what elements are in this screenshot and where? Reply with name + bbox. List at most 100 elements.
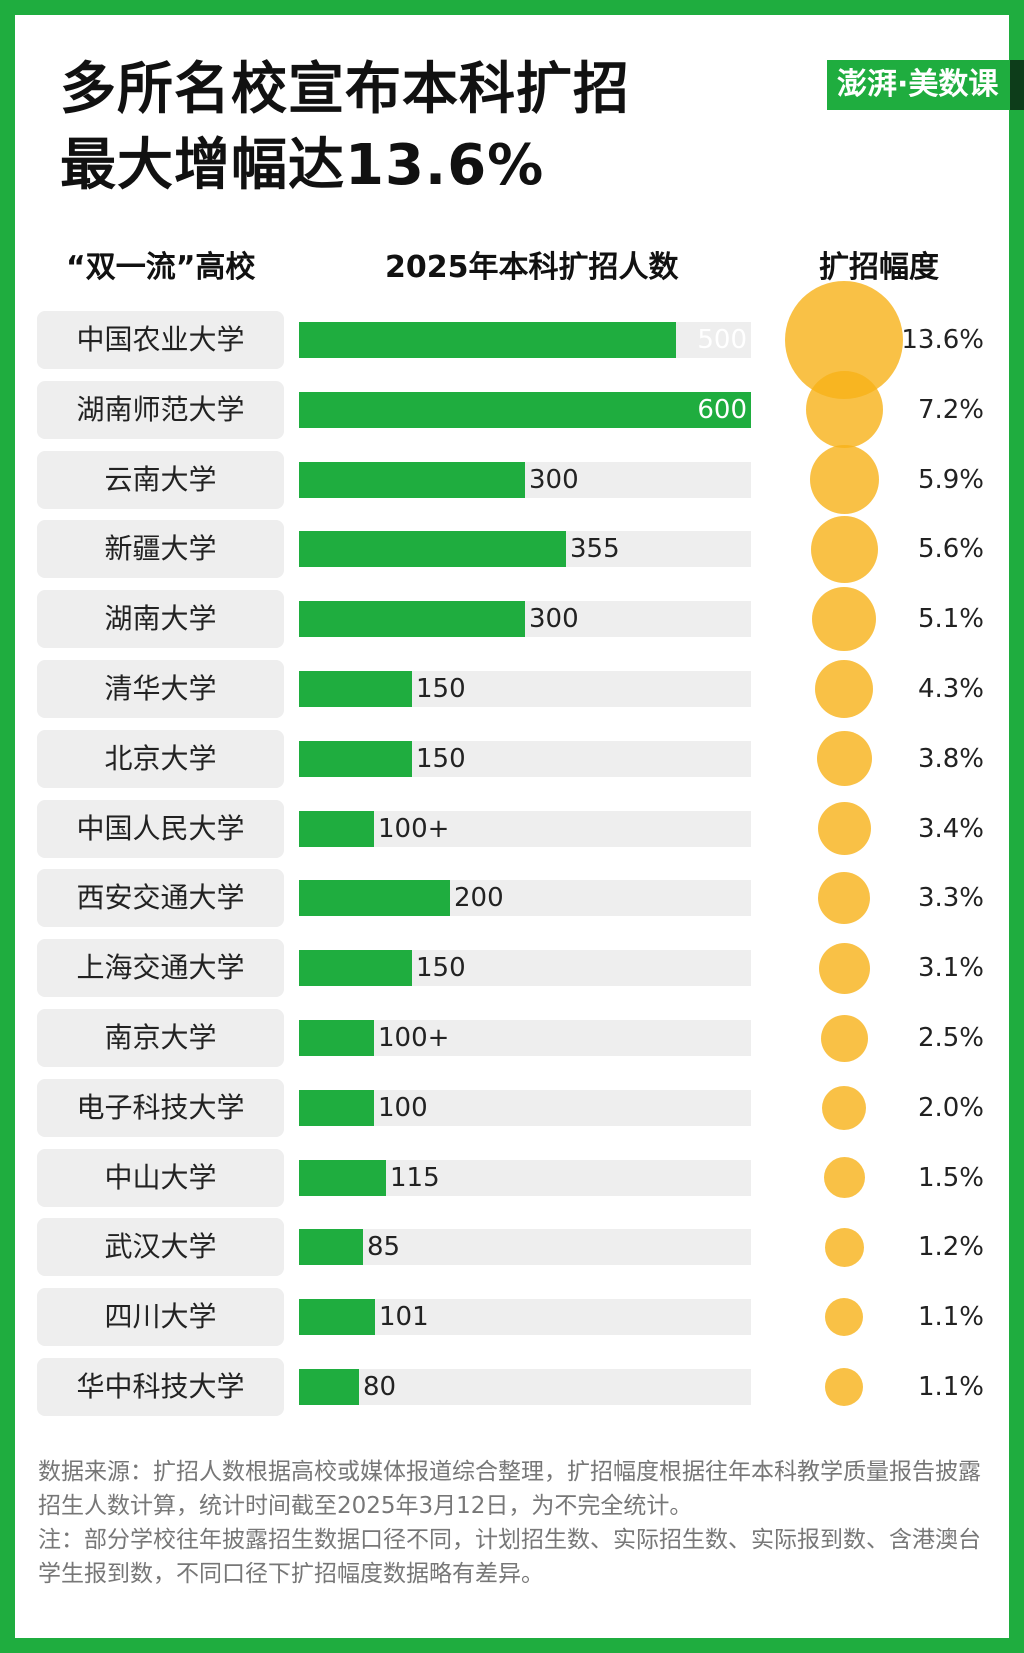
enrollment-bar — [299, 322, 676, 358]
chart-title: 多所名校宣布本科扩招 最大增幅达13.6% — [60, 52, 630, 204]
enrollment-label: 80 — [363, 1372, 397, 1402]
bar-track: 100+ — [299, 1020, 751, 1056]
bar-track: 100 — [299, 1089, 751, 1126]
footnote-note: 注：部分学校往年披露招生数据口径不同，计划招生数、实际招生数、实际报到数、含港澳… — [38, 1527, 981, 1587]
table-row: 中国人民大学 100+ 3.4% — [0, 799, 1024, 858]
table-row: 北京大学 150 3.8% — [0, 729, 1024, 788]
school-name: 湖南大学 — [104, 602, 217, 636]
brand-logo: 澎湃·美数课 — [827, 60, 1024, 110]
rate-bubble — [818, 942, 870, 994]
bar-track: 150 — [299, 950, 751, 987]
bar-track: 115 — [299, 1159, 751, 1196]
enrollment-label: 355 — [570, 534, 620, 565]
enrollment-bar — [299, 950, 412, 987]
school-name: 北京大学 — [104, 741, 217, 775]
school-name: 南京大学 — [104, 1021, 217, 1054]
school-name: 四川大学 — [104, 1300, 217, 1334]
rate-bubble — [809, 445, 879, 515]
school-name: 新疆大学 — [104, 532, 217, 566]
bar-track: 300 — [299, 601, 751, 638]
school-name: 武汉大学 — [104, 1230, 217, 1264]
enrollment-label: 500 — [697, 325, 747, 355]
rate-label: 1.1% — [917, 1302, 984, 1333]
school-name: 清华大学 — [104, 672, 217, 705]
bar-track: 500 — [299, 322, 751, 358]
school-name: 云南大学 — [104, 462, 217, 496]
enrollment-label: 600 — [697, 394, 747, 425]
column-header-school: “双一流”高校 — [66, 250, 256, 285]
school-name-box: 中国人民大学 — [37, 799, 284, 858]
bar-track: 150 — [299, 671, 751, 707]
school-name-box: 武汉大学 — [37, 1218, 284, 1277]
enrollment-label: 150 — [416, 743, 466, 774]
rate-bubble — [816, 731, 872, 787]
rate-bubble — [824, 1227, 864, 1267]
school-name: 湖南师范大学 — [76, 392, 245, 426]
rate-label: 2.0% — [917, 1092, 984, 1123]
column-header-rate: 扩招幅度 — [819, 250, 939, 285]
enrollment-bar — [299, 1369, 359, 1405]
school-name-box: 新疆大学 — [37, 520, 284, 579]
table-row: 云南大学 300 5.9% — [0, 445, 1024, 515]
table-row: 清华大学 150 4.3% — [0, 660, 1024, 718]
school-name-box: 华中科技大学 — [37, 1358, 284, 1416]
enrollment-label: 300 — [529, 464, 579, 495]
enrollment-label: 150 — [416, 953, 466, 984]
school-name-box: 四川大学 — [37, 1288, 284, 1347]
bar-track: 101 — [299, 1299, 751, 1336]
enrollment-label: 150 — [416, 674, 466, 704]
school-name-box: 北京大学 — [37, 729, 284, 788]
enrollment-label: 115 — [390, 1162, 440, 1193]
table-row: 上海交通大学 150 3.1% — [0, 939, 1024, 998]
enrollment-bar — [299, 810, 374, 847]
table-row: 南京大学 100+ 2.5% — [0, 1009, 1024, 1067]
bar-track: 85 — [299, 1229, 751, 1266]
brand-logo-text: 澎湃·美数课 — [837, 67, 999, 102]
rate-bubble — [822, 1085, 866, 1130]
table-row: 电子科技大学 100 2.0% — [0, 1078, 1024, 1137]
school-name-box: 湖南大学 — [37, 590, 284, 649]
bar-track: 355 — [299, 531, 751, 568]
title-line-1: 多所名校宣布本科扩招 — [60, 57, 630, 122]
table-row: 四川大学 101 1.1% — [0, 1288, 1024, 1347]
brand-logo-accent — [1010, 60, 1024, 110]
school-name-box: 南京大学 — [37, 1009, 284, 1067]
rate-bubble — [817, 802, 871, 856]
enrollment-bar — [299, 461, 525, 498]
table-row: 中国农业大学 500 13.6% — [0, 281, 1024, 399]
enrollment-bar — [299, 880, 450, 917]
rate-label: 1.1% — [917, 1372, 984, 1402]
school-name-box: 电子科技大学 — [37, 1078, 284, 1137]
rate-label: 3.3% — [917, 883, 984, 914]
title-line-2: 最大增幅达13.6% — [60, 133, 545, 198]
school-name: 上海交通大学 — [76, 951, 245, 985]
enrollment-bar — [299, 671, 412, 707]
rate-label: 1.5% — [917, 1162, 984, 1193]
enrollment-bar — [299, 1159, 386, 1196]
rate-bubble — [810, 515, 878, 583]
school-name: 中国农业大学 — [76, 323, 245, 356]
bar-track: 300 — [299, 461, 751, 498]
school-name-box: 上海交通大学 — [37, 939, 284, 998]
rate-label: 1.2% — [917, 1232, 984, 1263]
school-name-box: 云南大学 — [37, 450, 284, 509]
enrollment-bar — [299, 601, 525, 638]
enrollment-label: 100+ — [378, 813, 450, 844]
school-name: 中国人民大学 — [76, 811, 245, 845]
table-row: 西安交通大学 200 3.3% — [0, 869, 1024, 928]
rate-bubble — [825, 1298, 863, 1337]
rate-label: 5.6% — [917, 534, 984, 565]
rate-bubble — [825, 1368, 863, 1406]
enrollment-bar — [299, 1020, 374, 1056]
rate-bubble — [823, 1157, 865, 1199]
rate-label: 4.3% — [917, 674, 984, 704]
rate-bubble — [815, 660, 873, 718]
rate-label: 3.1% — [917, 953, 984, 984]
bar-track: 150 — [299, 740, 751, 777]
enrollment-bar — [299, 531, 566, 568]
column-header-enrollment: 2025年本科扩招人数 — [385, 250, 679, 285]
rate-label: 3.8% — [917, 743, 984, 774]
table-row: 中山大学 115 1.5% — [0, 1148, 1024, 1207]
rate-label: 3.4% — [917, 813, 984, 844]
enrollment-bar — [299, 1299, 375, 1336]
